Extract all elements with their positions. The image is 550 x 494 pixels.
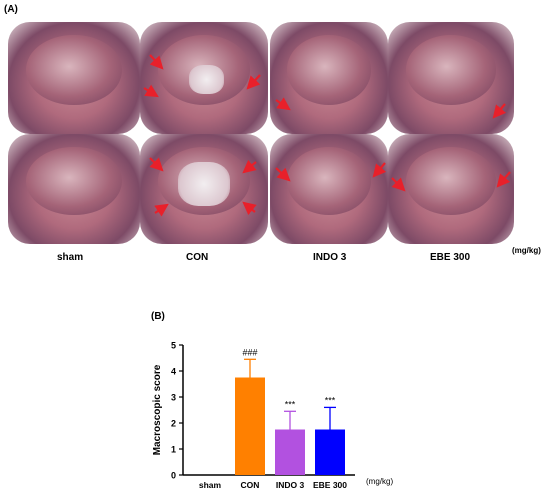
arrow-icon	[246, 74, 261, 90]
y-tick-label: 1	[171, 445, 176, 455]
significance-label: ***	[325, 395, 336, 405]
y-tick-label: 4	[171, 367, 176, 377]
group-label-sham: sham	[57, 252, 84, 263]
x-tick-label: CON	[241, 480, 260, 490]
arrow-icon	[149, 157, 164, 172]
bar-3	[315, 429, 345, 475]
arrow-icon	[154, 203, 169, 217]
panel-b-label: (B)	[151, 311, 165, 322]
bar-2	[275, 429, 305, 475]
y-tick-label: 5	[171, 341, 176, 351]
photo-indo-top	[270, 22, 388, 134]
arrow-icon	[242, 159, 257, 174]
panel-a-label: (A)	[4, 4, 18, 15]
group-label-ebe: EBE 300	[430, 252, 471, 263]
y-tick-label: 2	[171, 419, 176, 429]
x-tick-label: EBE 300	[313, 480, 347, 490]
y-axis-label: Macroscopic score	[152, 364, 163, 455]
x-tick-label: sham	[199, 480, 222, 490]
arrow-icon	[149, 54, 164, 70]
group-label-indo: INDO 3	[313, 252, 347, 263]
bar-1	[235, 377, 265, 475]
photo-ebe-bottom	[388, 134, 514, 244]
x-axis-unit: (mg/kg)	[366, 477, 393, 486]
panel-a-unit: (mg/kg)	[512, 246, 541, 255]
photo-indo-bottom	[270, 134, 388, 244]
x-tick-label: INDO 3	[276, 480, 305, 490]
arrow-icon	[143, 84, 159, 98]
significance-label: ***	[285, 399, 296, 409]
group-label-con: CON	[186, 252, 209, 263]
arrow-icon	[275, 167, 291, 182]
photo-con-bottom	[140, 134, 268, 244]
red-arrows-overlay	[143, 54, 511, 217]
y-tick-label: 3	[171, 393, 176, 403]
photo-sham-top	[8, 22, 140, 134]
arrow-icon	[391, 177, 406, 192]
y-tick-label: 0	[171, 471, 176, 481]
significance-label: ###	[242, 347, 257, 357]
arrow-icon	[242, 201, 257, 216]
arrow-icon	[492, 103, 507, 119]
arrow-icon	[496, 171, 511, 188]
photo-sham-bottom	[8, 134, 140, 244]
arrow-icon	[372, 162, 387, 178]
arrow-icon	[275, 97, 291, 111]
